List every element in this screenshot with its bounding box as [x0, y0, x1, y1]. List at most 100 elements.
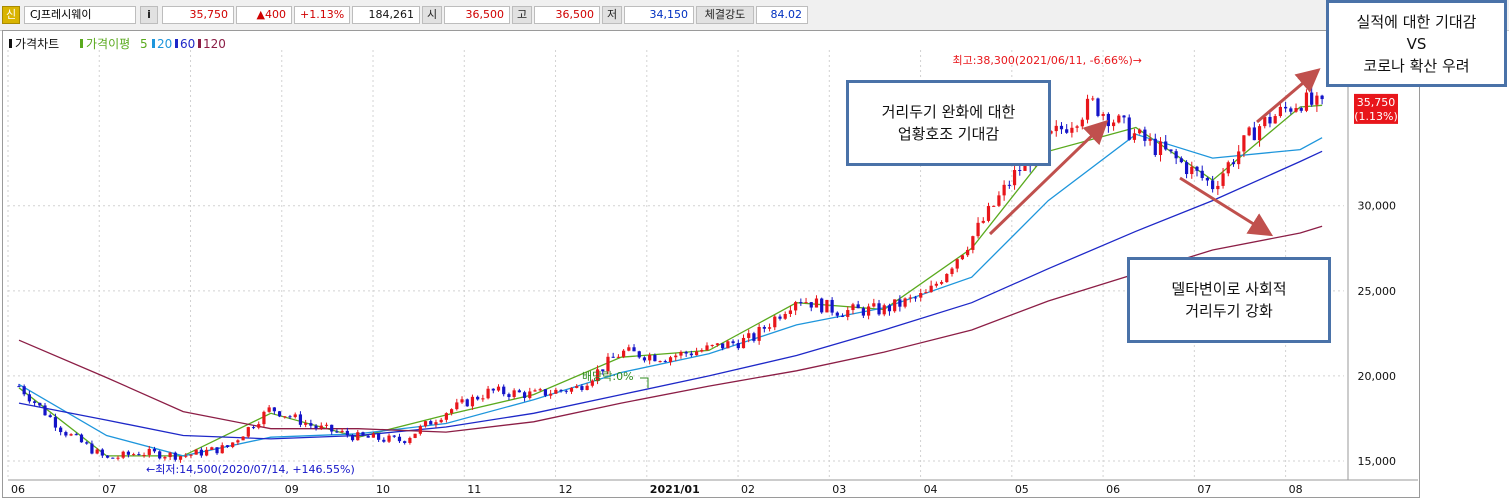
candle-body — [710, 344, 714, 346]
candle-body — [502, 386, 506, 395]
candle-body — [345, 430, 349, 436]
candle-body — [1184, 162, 1189, 175]
candle-body — [449, 409, 454, 414]
candle-body — [460, 399, 464, 403]
candle-body — [543, 389, 548, 396]
candle-body — [705, 345, 709, 351]
candle-body — [319, 425, 323, 429]
legend-marker-price — [9, 39, 12, 48]
candle-body — [653, 354, 657, 362]
candle-body — [85, 442, 89, 444]
candle-body — [137, 454, 141, 456]
quote-toolbar: 신 CJ프레시웨이 i 35,750 ▲400 +1.13% 184,261 시… — [0, 0, 1509, 31]
candle-body — [1263, 116, 1267, 127]
candle-body — [893, 299, 897, 312]
candle-body — [533, 390, 537, 392]
candle-body — [538, 389, 542, 391]
candle-body — [731, 341, 735, 344]
candle-body — [283, 416, 287, 418]
candle-body — [757, 326, 761, 341]
candle-body — [1049, 131, 1053, 134]
candle-body — [64, 432, 68, 436]
candle-body — [43, 405, 47, 416]
candle-body — [189, 454, 193, 456]
candle-body — [908, 297, 912, 299]
candle-body — [658, 361, 662, 363]
candle-body — [590, 380, 594, 386]
candle-body — [616, 356, 620, 358]
info-button[interactable]: i — [140, 6, 158, 24]
chart-legend: 가격차트 가격이평 5 20 60 120 — [9, 37, 226, 51]
candle-body — [700, 350, 704, 352]
candle-body — [356, 432, 360, 441]
candle-body — [1117, 115, 1121, 123]
candle-body — [215, 447, 219, 454]
candle-body — [913, 297, 918, 299]
x-tick-label: 06 — [1106, 483, 1120, 496]
candle-body — [220, 445, 224, 454]
price-tag-box — [1354, 93, 1398, 124]
candle-body — [1179, 158, 1183, 163]
open-value: 36,500 — [444, 6, 510, 24]
candle-body — [470, 396, 475, 407]
callout-earnings-line2: VS — [1406, 34, 1427, 53]
candle-body — [945, 273, 949, 283]
candle-body — [1273, 116, 1277, 124]
candle-body — [767, 327, 772, 329]
candle-body — [293, 414, 297, 418]
candle-body — [309, 423, 313, 426]
candle-body — [575, 386, 579, 388]
candle-body — [194, 449, 198, 455]
x-tick-label: 12 — [559, 483, 573, 496]
candle-body — [158, 451, 162, 459]
candle-body — [142, 454, 146, 456]
candle-body — [444, 413, 448, 420]
candle-body — [934, 283, 938, 286]
candle-body — [1018, 169, 1022, 171]
candle-body — [872, 303, 876, 307]
candle-body — [1122, 115, 1126, 118]
candle-body — [1091, 98, 1095, 100]
candle-body — [1085, 98, 1090, 120]
candle-body — [246, 427, 250, 437]
legend-ma5: 5 — [140, 37, 148, 51]
candle-body — [741, 337, 746, 349]
candle-body — [100, 449, 104, 456]
high-label: 고 — [512, 6, 532, 24]
candle-body — [898, 299, 902, 307]
candle-body — [95, 449, 99, 454]
x-tick-label: 08 — [194, 483, 208, 496]
candle-body — [1080, 119, 1084, 127]
x-tick-label: 07 — [102, 483, 116, 496]
candle-body — [465, 399, 469, 407]
callout-reopening-line1: 거리두기 완화에 대한 — [881, 103, 1016, 121]
candle-body — [392, 435, 396, 437]
candle-body — [27, 394, 31, 402]
candle-body — [1169, 149, 1173, 152]
candle-body — [1153, 138, 1157, 156]
trend-arrow — [1179, 176, 1274, 237]
candle-body — [778, 316, 782, 319]
candle-body — [976, 222, 980, 237]
candle-body — [288, 416, 292, 418]
candle-body — [481, 398, 485, 400]
candle-body — [350, 435, 355, 441]
candle-body — [715, 343, 720, 345]
candle-body — [22, 386, 26, 395]
candle-body — [1070, 127, 1074, 133]
candle-body — [1054, 125, 1058, 132]
candle-body — [1242, 135, 1246, 152]
candle-body — [611, 356, 615, 358]
candle-body — [1143, 129, 1147, 141]
candle-body — [1304, 92, 1309, 111]
candle-body — [825, 299, 829, 313]
candle-body — [1284, 106, 1288, 109]
candle-body — [147, 448, 151, 455]
candle-body — [1138, 129, 1142, 134]
candle-body — [1294, 108, 1298, 112]
new-badge: 신 — [2, 6, 20, 24]
candle-body — [121, 451, 125, 458]
candle-body — [637, 351, 641, 358]
stock-name-field[interactable]: CJ프레시웨이 — [24, 6, 136, 24]
